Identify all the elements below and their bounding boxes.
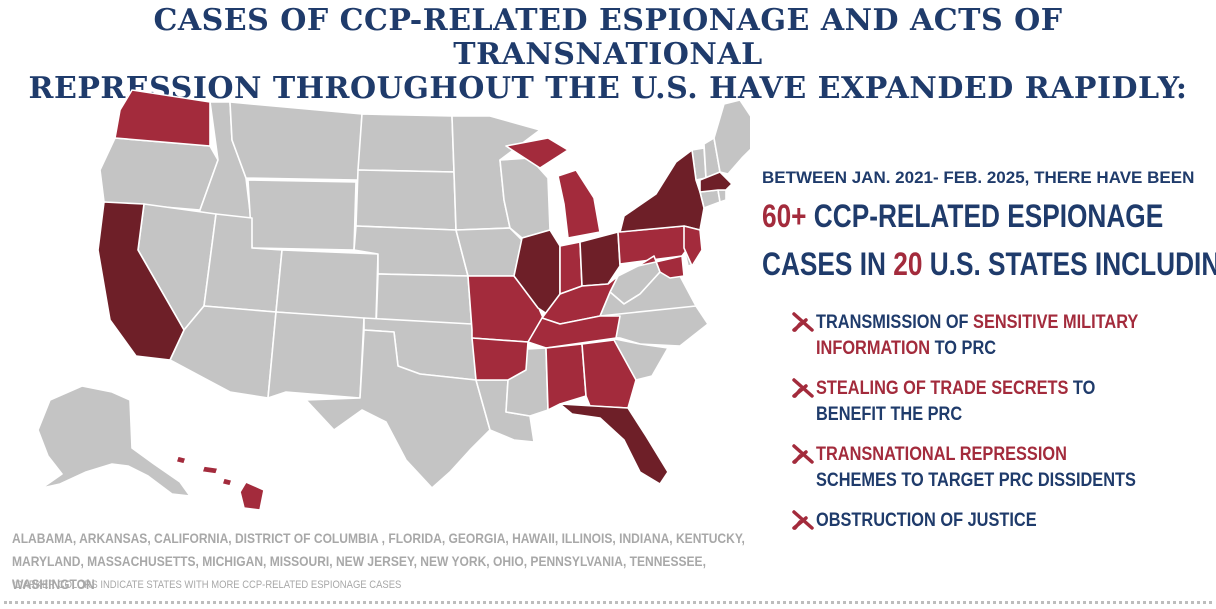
bullet-text: TRANSMISSION OF bbox=[816, 312, 974, 333]
list-item: STEALING OF TRADE SECRETS TO BENEFIT THE… bbox=[790, 376, 1200, 428]
stats-headline-line-1: 60+ CCP-RELATED ESPIONAGE bbox=[762, 198, 1163, 235]
dotted-divider bbox=[4, 601, 1212, 604]
state-maine bbox=[713, 99, 750, 175]
title-line-1: CASES OF CCP-RELATED ESPIONAGE AND ACTS … bbox=[153, 3, 1063, 72]
state-rhode-island bbox=[717, 189, 727, 203]
footnote: *DARKER COLORS INDICATE STATES WITH MORE… bbox=[12, 579, 402, 591]
state-massachusetts bbox=[699, 171, 733, 193]
state-south-dakota bbox=[355, 169, 457, 231]
scissors-icon bbox=[792, 444, 814, 464]
case-count: 60+ bbox=[762, 198, 807, 234]
stats-intro: BETWEEN JAN. 2021- FEB. 2025, THERE HAVE… bbox=[762, 168, 1195, 187]
state-texas bbox=[305, 329, 491, 489]
state-new-mexico bbox=[267, 311, 365, 399]
state-hawaii bbox=[175, 455, 265, 511]
state-indiana bbox=[559, 241, 583, 295]
state-alabama bbox=[545, 343, 587, 411]
bullet-text-end: TO PRC bbox=[930, 338, 997, 359]
state-michigan bbox=[505, 137, 601, 239]
list-item: TRANSMISSION OF SENSITIVE MILITARY INFOR… bbox=[790, 310, 1200, 362]
state-alaska bbox=[37, 385, 191, 497]
scissors-icon bbox=[792, 510, 814, 530]
state-washington bbox=[114, 89, 211, 147]
activity-list: TRANSMISSION OF SENSITIVE MILITARY INFOR… bbox=[790, 310, 1200, 548]
state-ohio bbox=[579, 231, 621, 287]
state-iowa bbox=[455, 227, 523, 277]
states-count: 20 bbox=[893, 246, 923, 282]
bullet-highlight: SENSITIVE MILITARY INFORMATION bbox=[816, 312, 1138, 359]
scissors-icon bbox=[792, 312, 814, 332]
bullet-text-end: SCHEMES TO TARGET PRC DISSIDENTS bbox=[816, 470, 1136, 491]
state-oregon bbox=[99, 137, 219, 211]
state-florida bbox=[559, 403, 669, 485]
us-map bbox=[37, 89, 750, 511]
states-prefix: CASES IN bbox=[762, 246, 886, 282]
case-count-suffix: CCP-RELATED ESPIONAGE bbox=[813, 198, 1164, 234]
scissors-icon bbox=[792, 378, 814, 398]
bullet-highlight: TRANSNATIONAL REPRESSION bbox=[816, 444, 1067, 465]
bullet-highlight: STEALING OF TRADE SECRETS bbox=[816, 378, 1069, 399]
bullet-text-end: TO BENEFIT THE PRC bbox=[816, 378, 1096, 425]
states-suffix: U.S. STATES INCLUDING: bbox=[929, 246, 1216, 282]
state-north-dakota bbox=[357, 113, 455, 173]
state-maryland bbox=[637, 255, 685, 279]
state-colorado bbox=[275, 249, 379, 321]
state-montana bbox=[229, 101, 363, 181]
state-wyoming bbox=[247, 179, 357, 251]
state-new-jersey bbox=[683, 225, 703, 267]
state-arkansas bbox=[471, 337, 529, 381]
title-line-2: REPRESSION THROUGHOUT THE U.S. HAVE EXPA… bbox=[28, 71, 1188, 106]
list-item: OBSTRUCTION OF JUSTICE bbox=[790, 508, 1200, 534]
list-item: TRANSNATIONAL REPRESSION SCHEMES TO TARG… bbox=[790, 442, 1200, 494]
bullet-text-end: OBSTRUCTION OF JUSTICE bbox=[816, 510, 1037, 531]
page-title: CASES OF CCP-RELATED ESPIONAGE AND ACTS … bbox=[0, 4, 1216, 106]
state-new-york bbox=[619, 149, 705, 233]
states-list: ALABAMA, ARKANSAS, CALIFORNIA, DISTRICT … bbox=[12, 530, 745, 592]
state-california bbox=[97, 201, 185, 361]
stats-headline-line-2: CASES IN 20 U.S. STATES INCLUDING: bbox=[762, 246, 1216, 283]
